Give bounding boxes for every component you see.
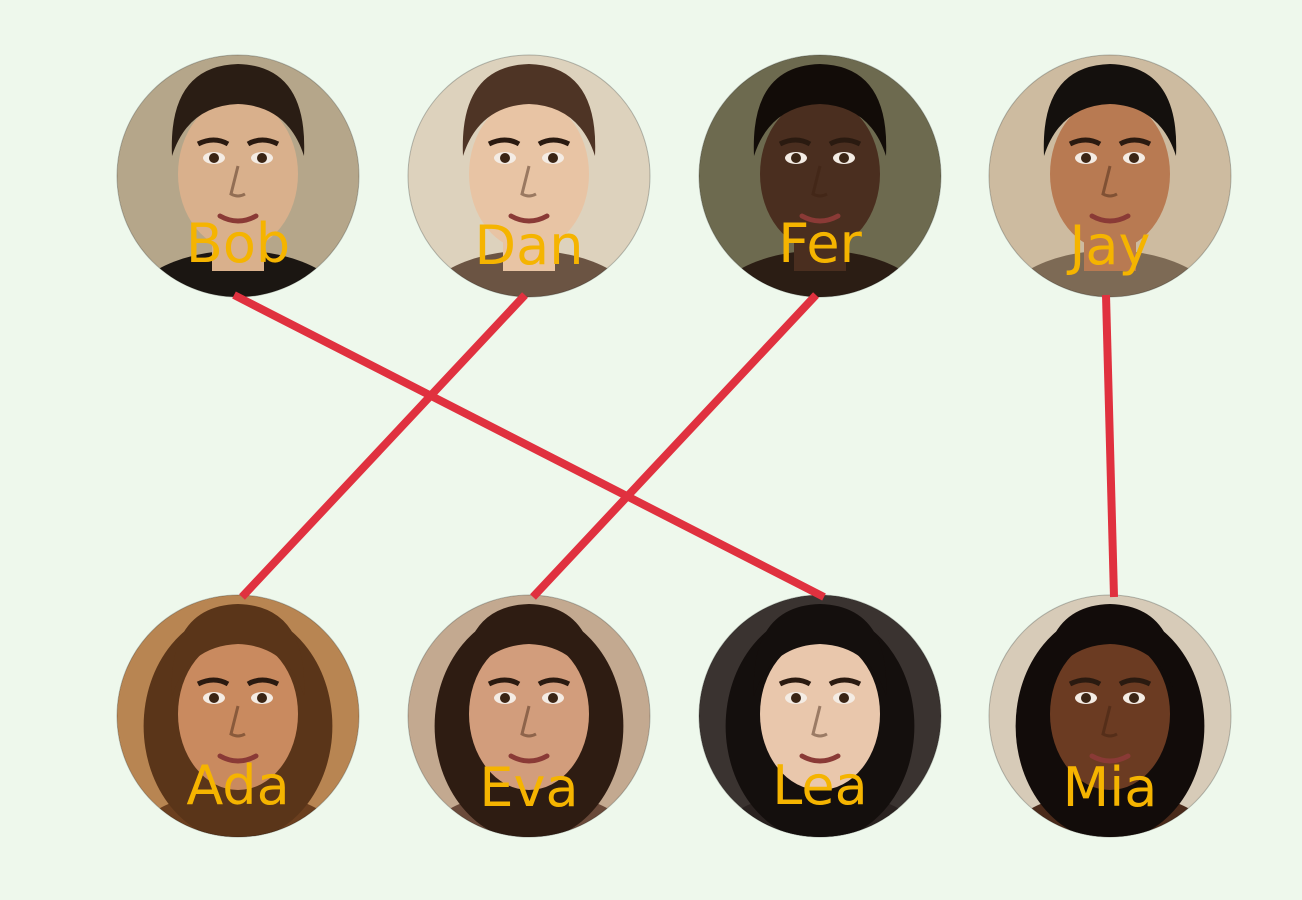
portrait-eyebrow-right (246, 677, 280, 687)
name-label-jay: Jay (1067, 214, 1151, 277)
portrait-face (1050, 638, 1170, 790)
connection-line-bob-lea (232, 291, 826, 601)
portrait-face (469, 98, 589, 250)
connection-line-dan-ada (239, 292, 528, 600)
portrait-eyebrow-left (1068, 137, 1102, 147)
portrait-dan: Dan (407, 54, 651, 298)
portrait-eyebrow-left (1068, 677, 1102, 687)
portrait-pupil-right (548, 153, 558, 163)
portrait-pupil-right (1129, 153, 1139, 163)
portrait-hair (171, 64, 305, 156)
portrait-pupil-left (500, 153, 510, 163)
portrait-pupil-right (839, 153, 849, 163)
portrait-eyebrow-right (828, 677, 862, 687)
portrait-eyebrow-left (778, 677, 812, 687)
portrait-hair (753, 604, 887, 696)
portrait-eyebrow-left (487, 137, 521, 147)
portrait-eyebrow-right (537, 677, 571, 687)
portrait-hair (1043, 64, 1177, 156)
portrait-mouth (799, 753, 841, 764)
portrait-mouth (799, 213, 841, 224)
portrait-mouth (217, 213, 259, 224)
portrait-pupil-left (209, 153, 219, 163)
name-label-ada: Ada (186, 754, 289, 817)
portrait-pupil-left (1081, 693, 1091, 703)
portrait-face (178, 638, 298, 790)
portrait-eyebrow-right (246, 137, 280, 147)
portrait-pupil-right (1129, 693, 1139, 703)
name-label-dan: Dan (475, 214, 584, 277)
portrait-mouth (508, 753, 550, 764)
portrait-face (469, 638, 589, 790)
portrait-nose (520, 705, 537, 738)
portrait-ada: Ada (116, 594, 360, 838)
portrait-eyebrow-right (1118, 677, 1152, 687)
portrait-nose (1101, 705, 1118, 738)
portrait-pupil-left (791, 693, 801, 703)
portrait-face (178, 98, 298, 250)
portrait-face (760, 98, 880, 250)
portrait-hair (462, 64, 596, 156)
name-label-mia: Mia (1063, 756, 1158, 819)
portrait-nose (229, 705, 246, 738)
portrait-hair (1043, 604, 1177, 696)
connection-line-fer-eva (530, 292, 819, 600)
portrait-bob: Bob (116, 54, 360, 298)
portrait-nose (811, 705, 828, 738)
connection-lines (232, 291, 1118, 601)
portrait-outline (407, 54, 651, 298)
portrait-pupil-left (791, 153, 801, 163)
portrait-fer: Fer (698, 54, 942, 298)
name-label-lea: Lea (772, 754, 867, 817)
portrait-face (1050, 98, 1170, 250)
portrait-eyebrow-left (196, 137, 230, 147)
portrait-eyebrow-left (196, 677, 230, 687)
connection-line-jay-mia (1102, 294, 1118, 598)
portrait-eyebrow-right (1118, 137, 1152, 147)
portrait-mouth (1089, 753, 1131, 764)
portrait-nose (811, 165, 828, 198)
portrait-mouth (508, 213, 550, 224)
portrait-nose (520, 165, 537, 198)
portrait-mouth (1089, 213, 1131, 224)
portrait-pupil-right (548, 693, 558, 703)
portrait-pupil-right (839, 693, 849, 703)
portrait-hair (753, 64, 887, 156)
portrait-outline (698, 54, 942, 298)
portrait-outline (407, 594, 651, 838)
portrait-nose (229, 165, 246, 198)
portrait-eyebrow-right (537, 137, 571, 147)
name-label-fer: Fer (778, 212, 862, 275)
portrait-nose (1101, 165, 1118, 198)
name-label-bob: Bob (186, 212, 290, 275)
portrait-mia: Mia (988, 594, 1232, 838)
portrait-hair (462, 604, 596, 696)
portrait-eva: Eva (407, 594, 651, 838)
portrait-pupil-left (209, 693, 219, 703)
portrait-outline (116, 594, 360, 838)
portrait-mouth (217, 753, 259, 764)
name-label-eva: Eva (479, 756, 578, 819)
portrait-eyebrow-left (778, 137, 812, 147)
portrait-pupil-left (500, 693, 510, 703)
portrait-lea: Lea (698, 594, 942, 838)
portrait-pupil-right (257, 693, 267, 703)
portrait-pupil-left (1081, 153, 1091, 163)
portrait-eyebrow-right (828, 137, 862, 147)
portrait-pupil-right (257, 153, 267, 163)
portraits-layer: Bob Dan Fer Jay Ada Eva Lea Mia (116, 54, 1232, 838)
portrait-hair (171, 604, 305, 696)
portrait-face (760, 638, 880, 790)
portrait-eyebrow-left (487, 677, 521, 687)
